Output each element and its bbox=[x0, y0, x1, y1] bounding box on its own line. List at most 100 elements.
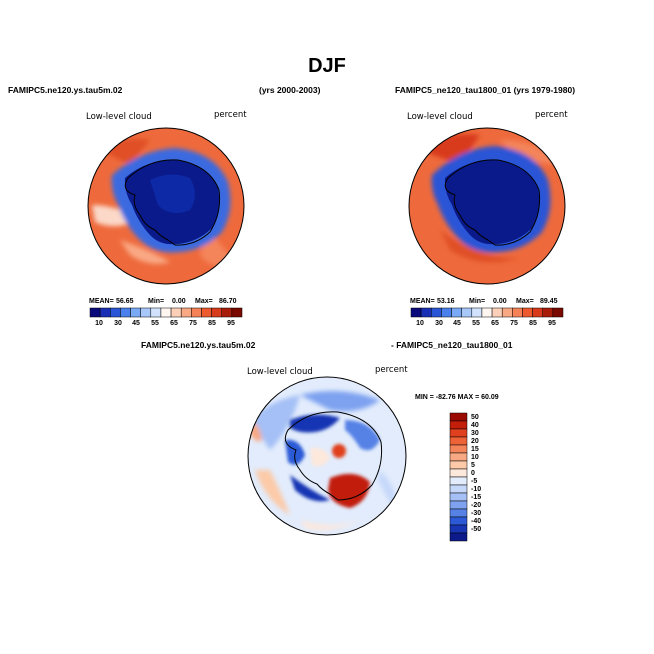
colorbar-panel3-swatch bbox=[449, 428, 468, 438]
colorbar-panel2-swatch bbox=[501, 307, 513, 318]
colorbar-panel3-swatch bbox=[449, 444, 468, 454]
colorbar-panel1-swatch bbox=[120, 307, 131, 318]
colorbar-panel1-swatch bbox=[89, 307, 101, 318]
map-panel3 bbox=[248, 377, 406, 535]
panel3-variable-label: Low-level cloud bbox=[247, 367, 313, 377]
cb3-tick: 30 bbox=[471, 430, 479, 437]
colorbar-panel2-swatch bbox=[542, 307, 554, 318]
map-panel2 bbox=[409, 128, 565, 284]
panel1-max-value: 86.70 bbox=[219, 298, 237, 305]
panel3-units-label: percent bbox=[375, 365, 408, 375]
colorbar-panel3-swatch bbox=[449, 500, 468, 510]
cb2-tick: 30 bbox=[435, 320, 443, 327]
page-title: DJF bbox=[308, 55, 346, 77]
colorbar-panel3-swatch bbox=[449, 412, 468, 422]
map2-border bbox=[408, 127, 566, 285]
colorbar-panel3-swatch bbox=[449, 516, 468, 526]
colorbar-panel2-swatch bbox=[410, 307, 422, 318]
colorbar-panel2 bbox=[410, 307, 564, 318]
colorbar-panel1 bbox=[89, 307, 243, 318]
panel1-mean-label: MEAN= bbox=[89, 298, 114, 305]
cb2-tick: 75 bbox=[510, 320, 518, 327]
colorbar-panel1-swatch bbox=[140, 307, 152, 318]
panel2-mean-label: MEAN= bbox=[410, 298, 435, 305]
colorbar-panel2-swatch bbox=[512, 307, 523, 318]
cb3-tick: -20 bbox=[471, 502, 482, 509]
colorbar-panel3-swatch bbox=[449, 484, 468, 494]
colorbar-panel3-swatch bbox=[449, 508, 468, 518]
cb3-tick: 50 bbox=[471, 414, 479, 421]
colorbar-panel2-swatch bbox=[481, 307, 493, 318]
cb3-tick: 0 bbox=[471, 470, 475, 477]
cb3-tick: -50 bbox=[471, 526, 482, 533]
panel1-max-label: Max= bbox=[195, 298, 213, 305]
cb2-tick: 85 bbox=[529, 320, 537, 327]
colorbar-panel3-swatch bbox=[449, 524, 468, 534]
cb3-tick: -5 bbox=[471, 478, 478, 485]
cb2-tick: 65 bbox=[491, 320, 499, 327]
panel2-max-value: 89.45 bbox=[540, 298, 558, 305]
cb2-tick: 95 bbox=[548, 320, 556, 327]
colorbar-panel3-swatch bbox=[449, 436, 468, 446]
panel1-min-value: 0.00 bbox=[172, 298, 186, 305]
cb2-tick: 10 bbox=[416, 320, 424, 327]
colorbar-panel2-swatch bbox=[532, 307, 543, 318]
panel1-mean-value: 56.65 bbox=[116, 298, 134, 305]
colorbar-panel2-swatch bbox=[441, 307, 452, 318]
colorbar-panel1-swatch bbox=[160, 307, 172, 318]
cb1-tick: 30 bbox=[114, 320, 122, 327]
panel3-minmax-label: MIN = -82.76 MAX = 60.09 bbox=[415, 394, 499, 401]
colorbar-panel3 bbox=[449, 412, 468, 542]
cb1-tick: 95 bbox=[227, 320, 235, 327]
cb3-tick: -30 bbox=[471, 510, 482, 517]
colorbar-panel1-swatch bbox=[99, 307, 111, 318]
cb1-tick: 45 bbox=[132, 320, 140, 327]
colorbar-panel3-swatch bbox=[449, 420, 468, 430]
colorbar-panel2-swatch bbox=[522, 307, 533, 318]
cb3-tick: 5 bbox=[471, 462, 475, 469]
cb1-tick: 10 bbox=[95, 320, 103, 327]
cb1-tick: 65 bbox=[170, 320, 178, 327]
panel3-case-b-label: - FAMIPC5_ne120_tau1800_01 bbox=[391, 340, 513, 350]
colorbar-panel1-swatch bbox=[191, 307, 202, 318]
colorbar-panel1-swatch bbox=[231, 307, 243, 318]
colorbar-panel2-swatch bbox=[431, 307, 442, 318]
panel2-units-label: percent bbox=[535, 110, 568, 120]
cb1-tick: 85 bbox=[208, 320, 216, 327]
colorbar-panel3-swatch bbox=[449, 492, 468, 502]
panel2-min-label: Min= bbox=[469, 298, 486, 305]
panel2-variable-label: Low-level cloud bbox=[407, 112, 473, 122]
cb3-tick: -10 bbox=[471, 486, 482, 493]
colorbar-panel1-swatch bbox=[211, 307, 222, 318]
colorbar-panel2-swatch bbox=[420, 307, 432, 318]
colorbar-panel2-swatch bbox=[491, 307, 503, 318]
colorbar-panel2-swatch bbox=[461, 307, 473, 318]
cb3-tick: 40 bbox=[471, 422, 479, 429]
colorbar-panel1-swatch bbox=[130, 307, 141, 318]
panel1-min-label: Min= bbox=[148, 298, 165, 305]
cb3-tick: -15 bbox=[471, 494, 482, 501]
cb3-tick: 15 bbox=[471, 446, 479, 453]
cb3-tick: 10 bbox=[471, 454, 479, 461]
colorbar-panel1-swatch bbox=[150, 307, 162, 318]
colorbar-panel2-swatch bbox=[451, 307, 462, 318]
panel2-max-label: Max= bbox=[516, 298, 534, 305]
colorbar-panel3-swatch bbox=[449, 452, 468, 462]
cb1-tick: 55 bbox=[151, 320, 159, 327]
panel2-case-label: FAMIPC5_ne120_tau1800_01 (yrs 1979-1980) bbox=[395, 85, 576, 95]
colorbar-panel3-swatch bbox=[449, 476, 468, 486]
map-panel1 bbox=[88, 128, 244, 284]
cb1-tick: 75 bbox=[189, 320, 197, 327]
colorbar-panel3-swatch bbox=[449, 460, 468, 470]
colorbar-panel2-swatch bbox=[552, 307, 564, 318]
colorbar-panel1-swatch bbox=[221, 307, 233, 318]
panel1-variable-label: Low-level cloud bbox=[86, 112, 152, 122]
colorbar-panel3-swatch bbox=[449, 532, 468, 542]
cb3-tick: 20 bbox=[471, 438, 479, 445]
panel2-min-value: 0.00 bbox=[493, 298, 507, 305]
cb3-tick: -40 bbox=[471, 518, 482, 525]
colorbar-panel3-swatch bbox=[449, 468, 468, 478]
panel1-years-label: (yrs 2000-2003) bbox=[259, 85, 321, 95]
panel1-case-label: FAMIPC5.ne120.ys.tau5m.02 bbox=[8, 85, 123, 95]
colorbar-panel1-swatch bbox=[201, 307, 212, 318]
